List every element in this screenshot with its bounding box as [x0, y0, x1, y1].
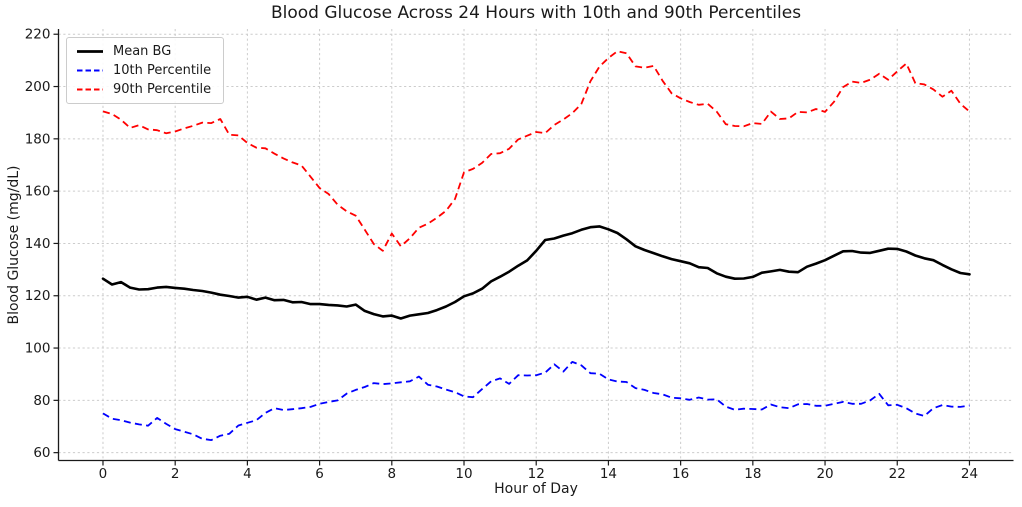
x-tick-label: 2 — [171, 466, 180, 482]
x-tick-label: 4 — [243, 466, 252, 482]
y-tick-label: 100 — [25, 341, 51, 357]
x-tick-label: 24 — [961, 466, 978, 482]
legend: Mean BG 10th Percentile 90th Percentile — [66, 37, 225, 104]
chart-title: Blood Glucose Across 24 Hours with 10th … — [270, 3, 802, 23]
x-tick-label: 0 — [99, 466, 108, 482]
x-tick-label: 6 — [315, 466, 324, 482]
y-tick-label: 160 — [25, 184, 51, 200]
y-axis-label: Blood Glucose (mg/dL) — [6, 165, 22, 325]
y-tick-label: 60 — [33, 445, 50, 461]
y-tick-label: 220 — [25, 27, 51, 43]
y-tick-label: 200 — [25, 79, 51, 95]
mean-bg-line-sample-icon — [77, 50, 103, 53]
legend-label: 90th Percentile — [113, 82, 212, 97]
x-tick-label: 14 — [600, 466, 617, 482]
x-tick-label: 22 — [889, 466, 906, 482]
y-tick-label: 140 — [25, 236, 51, 252]
x-tick-label: 16 — [672, 466, 689, 482]
y-tick-label: 180 — [25, 131, 51, 147]
x-tick-label: 12 — [528, 466, 545, 482]
p10-line-sample-icon — [77, 69, 103, 72]
y-tick-label: 80 — [33, 393, 50, 409]
series-line-mean-bg — [101, 225, 971, 320]
legend-item-10th-percentile: 10th Percentile — [76, 63, 211, 78]
x-tick-label: 20 — [816, 466, 833, 482]
legend-item-mean-bg: Mean BG — [76, 44, 211, 59]
legend-label: 10th Percentile — [113, 63, 212, 78]
legend-label: Mean BG — [113, 44, 172, 59]
series-line-10th-percentile — [102, 360, 970, 442]
series-line-90th-percentile — [102, 50, 971, 252]
x-tick-label: 10 — [455, 466, 472, 482]
p90-line-sample-icon — [77, 88, 103, 91]
x-tick-label: 18 — [744, 466, 761, 482]
x-axis-label: Hour of Day — [494, 481, 578, 497]
x-tick-label: 8 — [388, 466, 397, 482]
legend-item-90th-percentile: 90th Percentile — [76, 82, 211, 97]
y-tick-label: 120 — [25, 288, 51, 304]
